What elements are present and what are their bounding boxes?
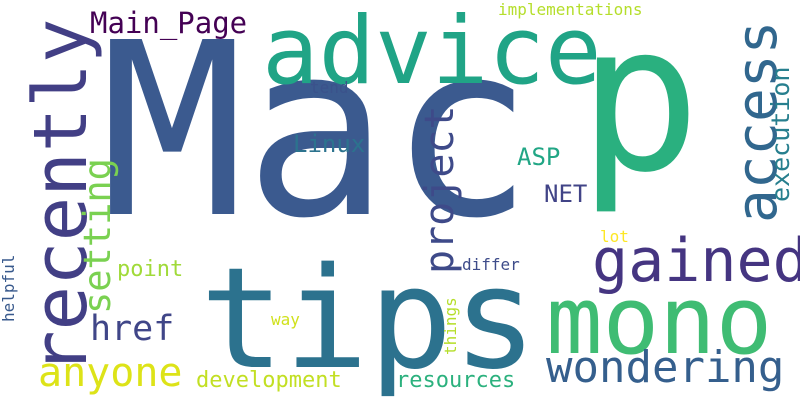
- word-mono: mono: [546, 267, 773, 376]
- word-project: project: [417, 105, 463, 274]
- word-lot: lot: [600, 227, 629, 246]
- word-net: NET: [544, 180, 588, 208]
- word-setting: setting: [76, 158, 119, 314]
- word-main-page: Main_Page: [90, 6, 248, 40]
- word-href: href: [90, 309, 175, 349]
- word-wondering: wondering: [546, 342, 785, 393]
- word-p: p: [578, 0, 701, 218]
- word-mac: Mac: [100, 0, 534, 271]
- word-tips: tips: [200, 238, 538, 400]
- word-implementations: implementations: [498, 0, 643, 19]
- word-differ: differ: [462, 255, 520, 274]
- word-execution: execution: [766, 66, 795, 202]
- word-helpful: helpful: [0, 254, 18, 322]
- word-way: way: [271, 310, 300, 329]
- word-resources: resources: [396, 368, 516, 393]
- word-asp: ASP: [517, 143, 561, 171]
- word-point: point: [117, 257, 184, 282]
- word-advice: advice: [262, 0, 602, 106]
- word-linux: Linux: [293, 130, 366, 158]
- word-development: development: [196, 368, 342, 393]
- word-tend: tend: [310, 78, 349, 97]
- word-anyone: anyone: [38, 350, 183, 396]
- word-things: things: [441, 297, 460, 355]
- word-gained: gained: [592, 226, 800, 296]
